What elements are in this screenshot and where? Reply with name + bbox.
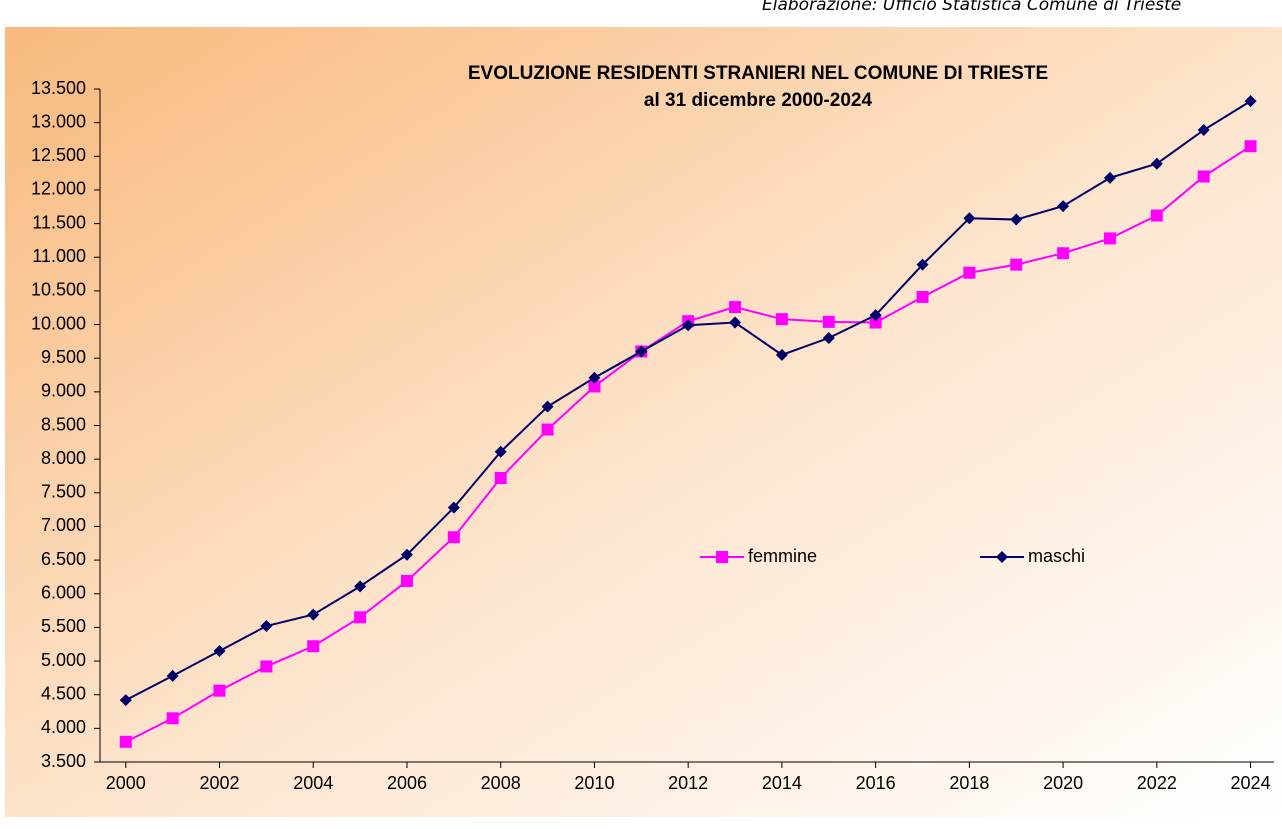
point — [1244, 95, 1257, 108]
x-tick-label: 2000 — [106, 773, 146, 793]
point — [1197, 170, 1210, 183]
point — [494, 471, 507, 484]
y-tick-label: 4.500 — [41, 683, 86, 703]
chart-subtitle: al 31 dicembre 2000-2024 — [644, 90, 873, 111]
point — [775, 313, 788, 326]
point — [541, 400, 554, 413]
x-tick-label: 2010 — [574, 773, 614, 793]
point — [729, 316, 742, 329]
y-tick-label: 6.500 — [41, 549, 86, 569]
y-tick-label: 9.500 — [41, 347, 86, 367]
y-tick-label: 13.500 — [31, 78, 86, 98]
y-tick-label: 4.000 — [41, 717, 86, 737]
x-tick-label: 2008 — [481, 773, 521, 793]
point — [447, 501, 460, 514]
point — [822, 315, 835, 328]
y-tick-label: 13.000 — [31, 111, 86, 131]
point — [400, 574, 413, 587]
point — [307, 640, 320, 653]
y-tick-label: 10.500 — [31, 280, 86, 300]
point — [260, 620, 273, 633]
point — [1244, 140, 1257, 153]
y-tick-label: 10.000 — [31, 313, 86, 333]
x-tick-label: 2006 — [387, 773, 427, 793]
point — [1103, 232, 1116, 245]
x-tick-label: 2002 — [199, 773, 239, 793]
x-tick-label: 2022 — [1137, 773, 1177, 793]
y-tick-label: 7.000 — [41, 515, 86, 535]
point — [916, 290, 929, 303]
point — [213, 684, 226, 697]
point — [400, 548, 413, 561]
point — [1150, 209, 1163, 222]
y-tick-label: 3.500 — [41, 751, 86, 771]
point — [447, 531, 460, 544]
point — [354, 611, 367, 624]
point — [1010, 258, 1023, 271]
point — [635, 345, 648, 358]
legend-label: femmine — [748, 546, 817, 566]
legend-label: maschi — [1028, 546, 1085, 566]
point — [119, 694, 132, 707]
point — [963, 266, 976, 279]
y-tick-label: 12.500 — [31, 145, 86, 165]
x-tick-label: 2016 — [856, 773, 896, 793]
point — [541, 423, 554, 436]
y-tick-label: 8.500 — [41, 414, 86, 434]
legend-marker — [716, 551, 728, 563]
point — [963, 212, 976, 225]
point — [1010, 213, 1023, 226]
point — [588, 371, 601, 384]
x-tick-label: 2020 — [1043, 773, 1083, 793]
point — [869, 316, 882, 329]
point — [166, 669, 179, 682]
y-tick-label: 7.500 — [41, 482, 86, 502]
point — [119, 735, 132, 748]
legend-marker — [996, 551, 1008, 563]
point — [916, 258, 929, 271]
point — [166, 712, 179, 725]
y-tick-label: 6.000 — [41, 583, 86, 603]
point — [1150, 157, 1163, 170]
point — [775, 348, 788, 361]
point — [682, 319, 695, 332]
x-tick-label: 2018 — [949, 773, 989, 793]
source-note: Elaborazione: Ufficio Statistica Comune … — [762, 0, 1181, 15]
chart-title: EVOLUZIONE RESIDENTI STRANIERI NEL COMUN… — [468, 63, 1048, 84]
point — [1197, 124, 1210, 137]
x-tick-label: 2014 — [762, 773, 802, 793]
point — [213, 644, 226, 657]
x-tick-label: 2024 — [1231, 773, 1271, 793]
y-tick-label: 11.500 — [32, 212, 86, 232]
point — [307, 608, 320, 621]
x-tick-label: 2012 — [668, 773, 708, 793]
point — [822, 332, 835, 345]
point — [494, 445, 507, 458]
x-tick-label: 2004 — [293, 773, 333, 793]
y-tick-label: 12.000 — [31, 179, 86, 199]
y-tick-label: 5.000 — [41, 650, 86, 670]
y-tick-label: 8.000 — [41, 448, 86, 468]
point — [260, 660, 273, 673]
point — [729, 301, 742, 314]
point — [354, 580, 367, 593]
y-tick-label: 5.500 — [41, 616, 86, 636]
point — [869, 309, 882, 322]
point — [1057, 247, 1070, 260]
y-tick-label: 9.000 — [41, 381, 86, 401]
chart-background — [5, 27, 1282, 817]
point — [1057, 200, 1070, 213]
y-tick-label: 11.000 — [32, 246, 86, 266]
point — [588, 380, 601, 393]
point — [1103, 171, 1116, 184]
